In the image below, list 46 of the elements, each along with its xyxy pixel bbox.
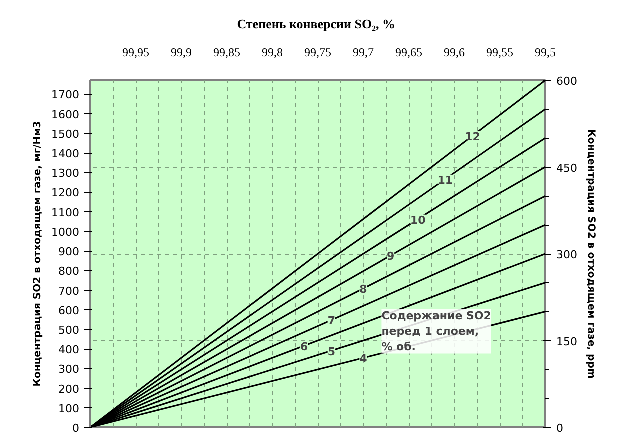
y-tick-label: 0 (72, 422, 80, 435)
y-tick-label: 1200 (52, 186, 80, 200)
series-label: 9 (386, 250, 395, 264)
x-tick-label: 99,5 (535, 46, 556, 60)
annotation: Содержание SO2 перед 1 слоем, % об. (382, 310, 492, 354)
y2-tick-label: 300 (556, 248, 578, 262)
x-tick-label: 99,85 (214, 46, 240, 60)
y-tick-label: 1700 (52, 88, 80, 102)
y-tick-label: 600 (58, 304, 80, 318)
x-tick-label: 99,6 (444, 46, 465, 60)
series-label: 12 (465, 130, 480, 144)
y-tick-label: 900 (58, 246, 80, 259)
y-tick-label: 500 (58, 324, 80, 337)
series-label: 10 (410, 214, 426, 227)
y-tick-label: 1300 (52, 167, 80, 180)
series-label: 5 (328, 345, 336, 358)
series-label: 8 (360, 283, 368, 296)
y-tick-label: 700 (58, 284, 80, 298)
y2-axis-title: Концентрация SO2 в отходящем газе, ppm (585, 129, 596, 379)
x-tick-label: 99,95 (122, 46, 150, 60)
series-label: 7 (328, 314, 336, 328)
y-tick-label: 300 (58, 363, 80, 376)
y2-tick-label: 600 (556, 75, 578, 88)
y-tick-label: 400 (58, 344, 80, 357)
y2-tick-label: 150 (556, 335, 578, 348)
y-tick-label: 1600 (52, 108, 80, 122)
y-axis-title: Концентрация SO2 в отходящем газе, мг/Нм3 (32, 121, 44, 387)
y-tick-label: 1400 (52, 148, 80, 161)
series-label: 6 (300, 340, 309, 354)
x-tick-label: 99,75 (304, 46, 332, 60)
y2-tick-label: 0 (556, 422, 564, 435)
series-label: 11 (438, 174, 454, 187)
y2-tick-label: 450 (556, 162, 578, 175)
x-tick-label: 99,65 (396, 46, 422, 60)
x-tick-label: 99,7 (353, 46, 374, 60)
x-axis-title: Степень конверсии SO₂, % (237, 16, 396, 32)
y-tick-label: 200 (58, 382, 80, 396)
y-tick-label: 100 (58, 402, 80, 416)
y-tick-label: 1100 (52, 206, 80, 220)
y-tick-label: 1500 (52, 128, 80, 141)
x-tick-label: 99,55 (486, 46, 514, 60)
series-label: 4 (360, 352, 368, 366)
x-tick-label: 99,8 (262, 46, 283, 60)
y-tick-label: 1000 (52, 226, 80, 239)
x-tick-label: 99,9 (171, 46, 192, 60)
y-tick-label: 800 (58, 265, 80, 278)
